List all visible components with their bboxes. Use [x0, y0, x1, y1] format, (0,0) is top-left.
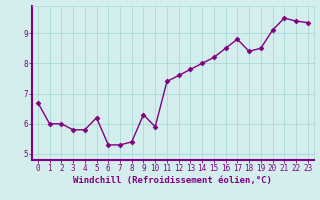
X-axis label: Windchill (Refroidissement éolien,°C): Windchill (Refroidissement éolien,°C) — [73, 176, 272, 185]
